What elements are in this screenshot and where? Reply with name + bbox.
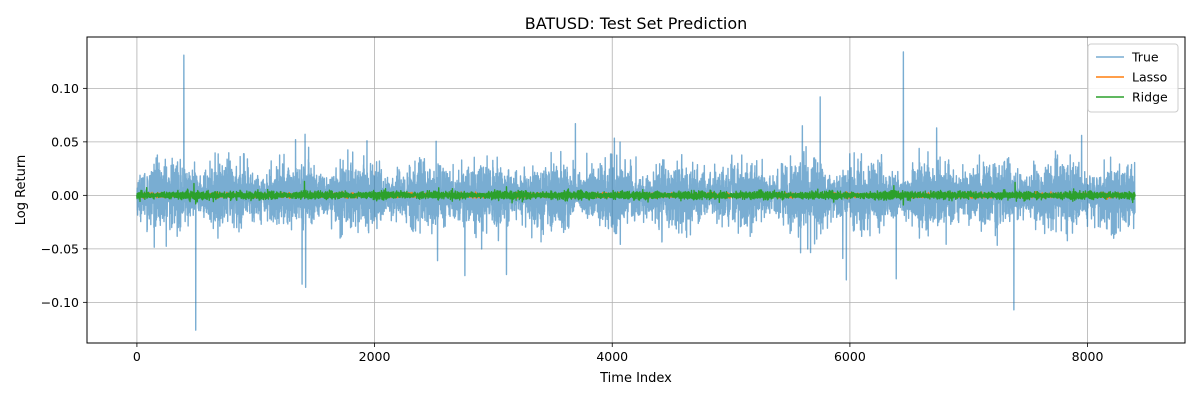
chart-title: BATUSD: Test Set Prediction: [525, 14, 748, 33]
series-line-true: [136, 51, 1136, 331]
y-tick-label: 0.10: [51, 81, 79, 96]
legend-label-ridge: Ridge: [1132, 90, 1168, 105]
axis-ticks: 0 2000 4000 6000 8000 −0.10 −0.05 0.00 0.05 0.10: [41, 81, 1104, 364]
x-tick-label: 6000: [834, 349, 866, 364]
x-tick-label: 0: [133, 349, 141, 364]
plot-area: [136, 51, 1136, 331]
legend-label-lasso: Lasso: [1132, 70, 1167, 85]
y-tick-label: −0.10: [41, 295, 79, 310]
x-tick-label: 4000: [596, 349, 628, 364]
axes-frame: [86, 36, 1186, 344]
y-tick-label: −0.05: [41, 241, 79, 256]
x-tick-label: 8000: [1072, 349, 1104, 364]
series-line-ridge: [136, 180, 1136, 206]
legend-box: [1087, 43, 1179, 113]
legend: True Lasso Ridge: [1087, 43, 1179, 113]
y-tick-label: 0.00: [51, 188, 79, 203]
y-tick-label: 0.05: [51, 134, 79, 149]
x-tick-label: 2000: [359, 349, 391, 364]
legend-label-true: True: [1131, 50, 1159, 65]
x-axis-label: Time Index: [599, 371, 672, 386]
y-axis-label: Log Return: [14, 155, 29, 226]
